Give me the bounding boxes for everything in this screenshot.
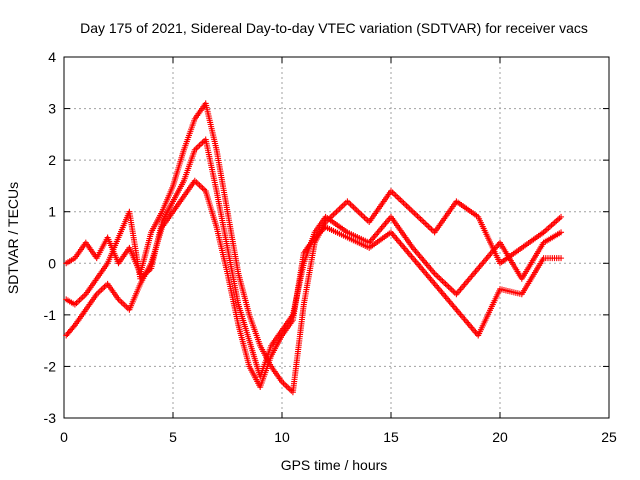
- chart-title: Day 175 of 2021, Sidereal Day-to-day VTE…: [80, 20, 588, 36]
- series-track-a: [63, 100, 565, 396]
- y-tick-label: -3: [44, 410, 57, 426]
- data-point: [558, 255, 565, 262]
- x-tick-label: 0: [60, 429, 68, 445]
- grid: [64, 57, 609, 418]
- data-point: [558, 213, 565, 220]
- x-tick-label: 10: [274, 429, 290, 445]
- x-tick-label: 20: [492, 429, 508, 445]
- y-axis-label: SDTVAR / TECUs: [5, 182, 21, 294]
- series-track-c: [63, 177, 565, 391]
- plot-frame: [63, 56, 610, 419]
- y-tick-label: 2: [48, 152, 56, 168]
- y-tick-label: 0: [48, 255, 56, 271]
- x-tick-label: 5: [169, 429, 177, 445]
- series-layer: [63, 100, 565, 396]
- y-tick-label: 3: [48, 101, 56, 117]
- y-tick-label: 1: [48, 204, 56, 220]
- x-axis-label: GPS time / hours: [281, 457, 388, 473]
- data-point: [558, 229, 565, 236]
- y-tick-label: 4: [48, 49, 56, 65]
- x-axis: 0 5 10 15 20 25: [60, 57, 617, 445]
- y-tick-label: -2: [44, 358, 57, 374]
- x-tick-label: 15: [383, 429, 399, 445]
- y-axis: -3 -2 -1 0 1 2 3 4: [44, 49, 609, 426]
- y-tick-label: -1: [44, 307, 57, 323]
- x-tick-label: 25: [601, 429, 617, 445]
